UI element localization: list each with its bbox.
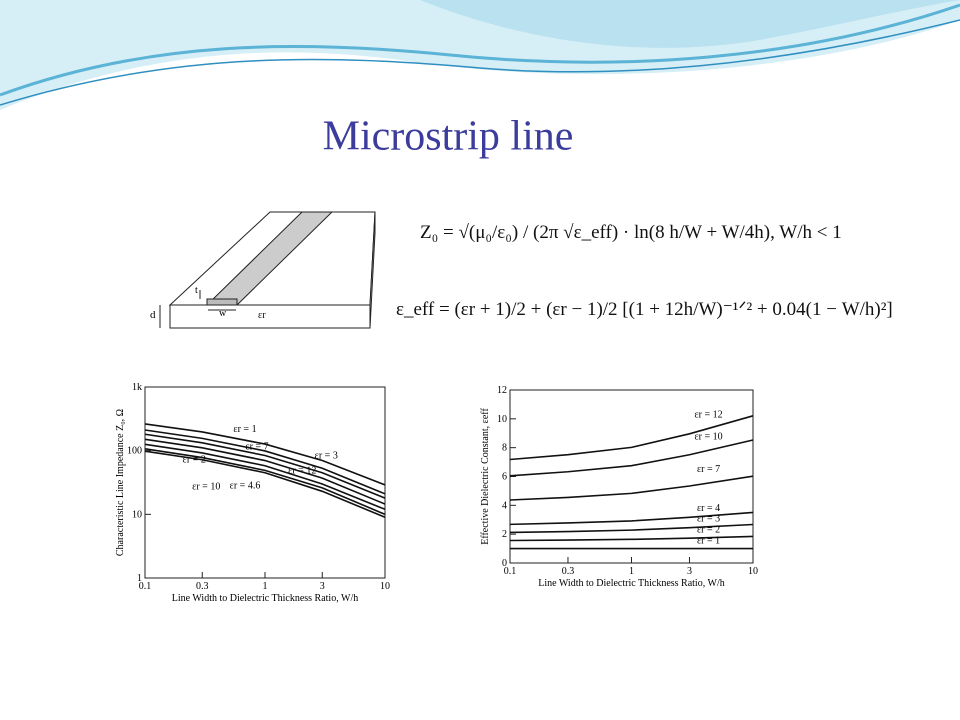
thickness-label: t <box>195 285 198 296</box>
y-axis-label: Characteristic Line Impedance Z₀, Ω <box>115 409 126 556</box>
series-label: εr = 12 <box>694 409 722 420</box>
x-tick-label: 10 <box>748 566 758 577</box>
y-tick-label: 2 <box>502 529 507 540</box>
x-tick-label: 3 <box>687 566 692 577</box>
series-label: εr = 1 <box>697 536 720 547</box>
x-tick-label: 3 <box>320 581 325 592</box>
series-line <box>144 443 386 511</box>
height-label: d <box>150 309 156 321</box>
series-label: εr = 10 <box>192 482 220 493</box>
y-tick-label: 8 <box>502 443 507 454</box>
series-line <box>509 415 754 461</box>
series-label: εr = 2 <box>697 525 720 536</box>
y-tick-label: 10 <box>497 414 507 425</box>
microstrip-diagram <box>159 211 376 329</box>
series-line <box>144 438 386 505</box>
x-tick-label: 0.1 <box>139 581 152 592</box>
series-line <box>509 535 754 542</box>
series-label: εr = 12 <box>288 465 316 476</box>
x-tick-label: 1 <box>263 581 268 592</box>
series-label: εr = 3 <box>697 514 720 525</box>
series-line <box>144 448 386 516</box>
series-line <box>144 423 386 486</box>
series-line <box>509 439 754 477</box>
header-waves <box>0 0 960 110</box>
series-line <box>144 429 386 495</box>
y-tick-label: 12 <box>497 385 507 396</box>
impedance-formula: Z₀ = √(μ₀/ε₀) / (2π √ε_eff) · ln(8 h/W +… <box>420 222 842 243</box>
series-label: εr = 3 <box>315 451 338 462</box>
x-tick-label: 0.3 <box>562 566 575 577</box>
slide-title: Microstrip line <box>323 114 574 160</box>
y-tick-label: 1k <box>132 382 142 393</box>
width-label: w <box>219 308 227 319</box>
series-label: εr = 1 <box>233 424 256 435</box>
x-tick-label: 1 <box>629 566 634 577</box>
series-label: εr = 4 <box>697 503 720 514</box>
y-tick-label: 1 <box>137 573 142 584</box>
y-tick-label: 0 <box>502 558 507 569</box>
y-tick-label: 100 <box>127 446 142 457</box>
x-tick-label: 10 <box>380 581 390 592</box>
x-axis-label: Line Width to Dielectric Thickness Ratio… <box>172 593 359 604</box>
series-label: εr = 4.6 <box>230 481 261 492</box>
series-line <box>509 475 754 501</box>
permittivity-label: εr <box>258 310 266 321</box>
series-label: εr = 7 <box>697 464 720 475</box>
series-line <box>509 523 754 534</box>
y-axis-label: Effective Dielectric Constant, εeff <box>480 408 491 545</box>
x-tick-label: 0.1 <box>504 566 517 577</box>
content-panel <box>80 97 840 607</box>
series-line <box>144 450 386 518</box>
series-label: εr = 10 <box>694 431 722 442</box>
series-label: εr = 2 <box>183 454 206 465</box>
series-line <box>144 433 386 499</box>
series-line <box>509 511 754 526</box>
x-tick-label: 0.3 <box>196 581 209 592</box>
x-axis-label: Line Width to Dielectric Thickness Ratio… <box>538 578 725 589</box>
y-tick-label: 4 <box>502 500 507 511</box>
series-label: εr = 7 <box>245 442 268 453</box>
eeff-formula: ε_eff = (εr + 1)/2 + (εr − 1)/2 [(1 + 12… <box>396 299 893 320</box>
y-tick-label: 6 <box>502 472 507 483</box>
y-tick-label: 10 <box>132 509 142 520</box>
